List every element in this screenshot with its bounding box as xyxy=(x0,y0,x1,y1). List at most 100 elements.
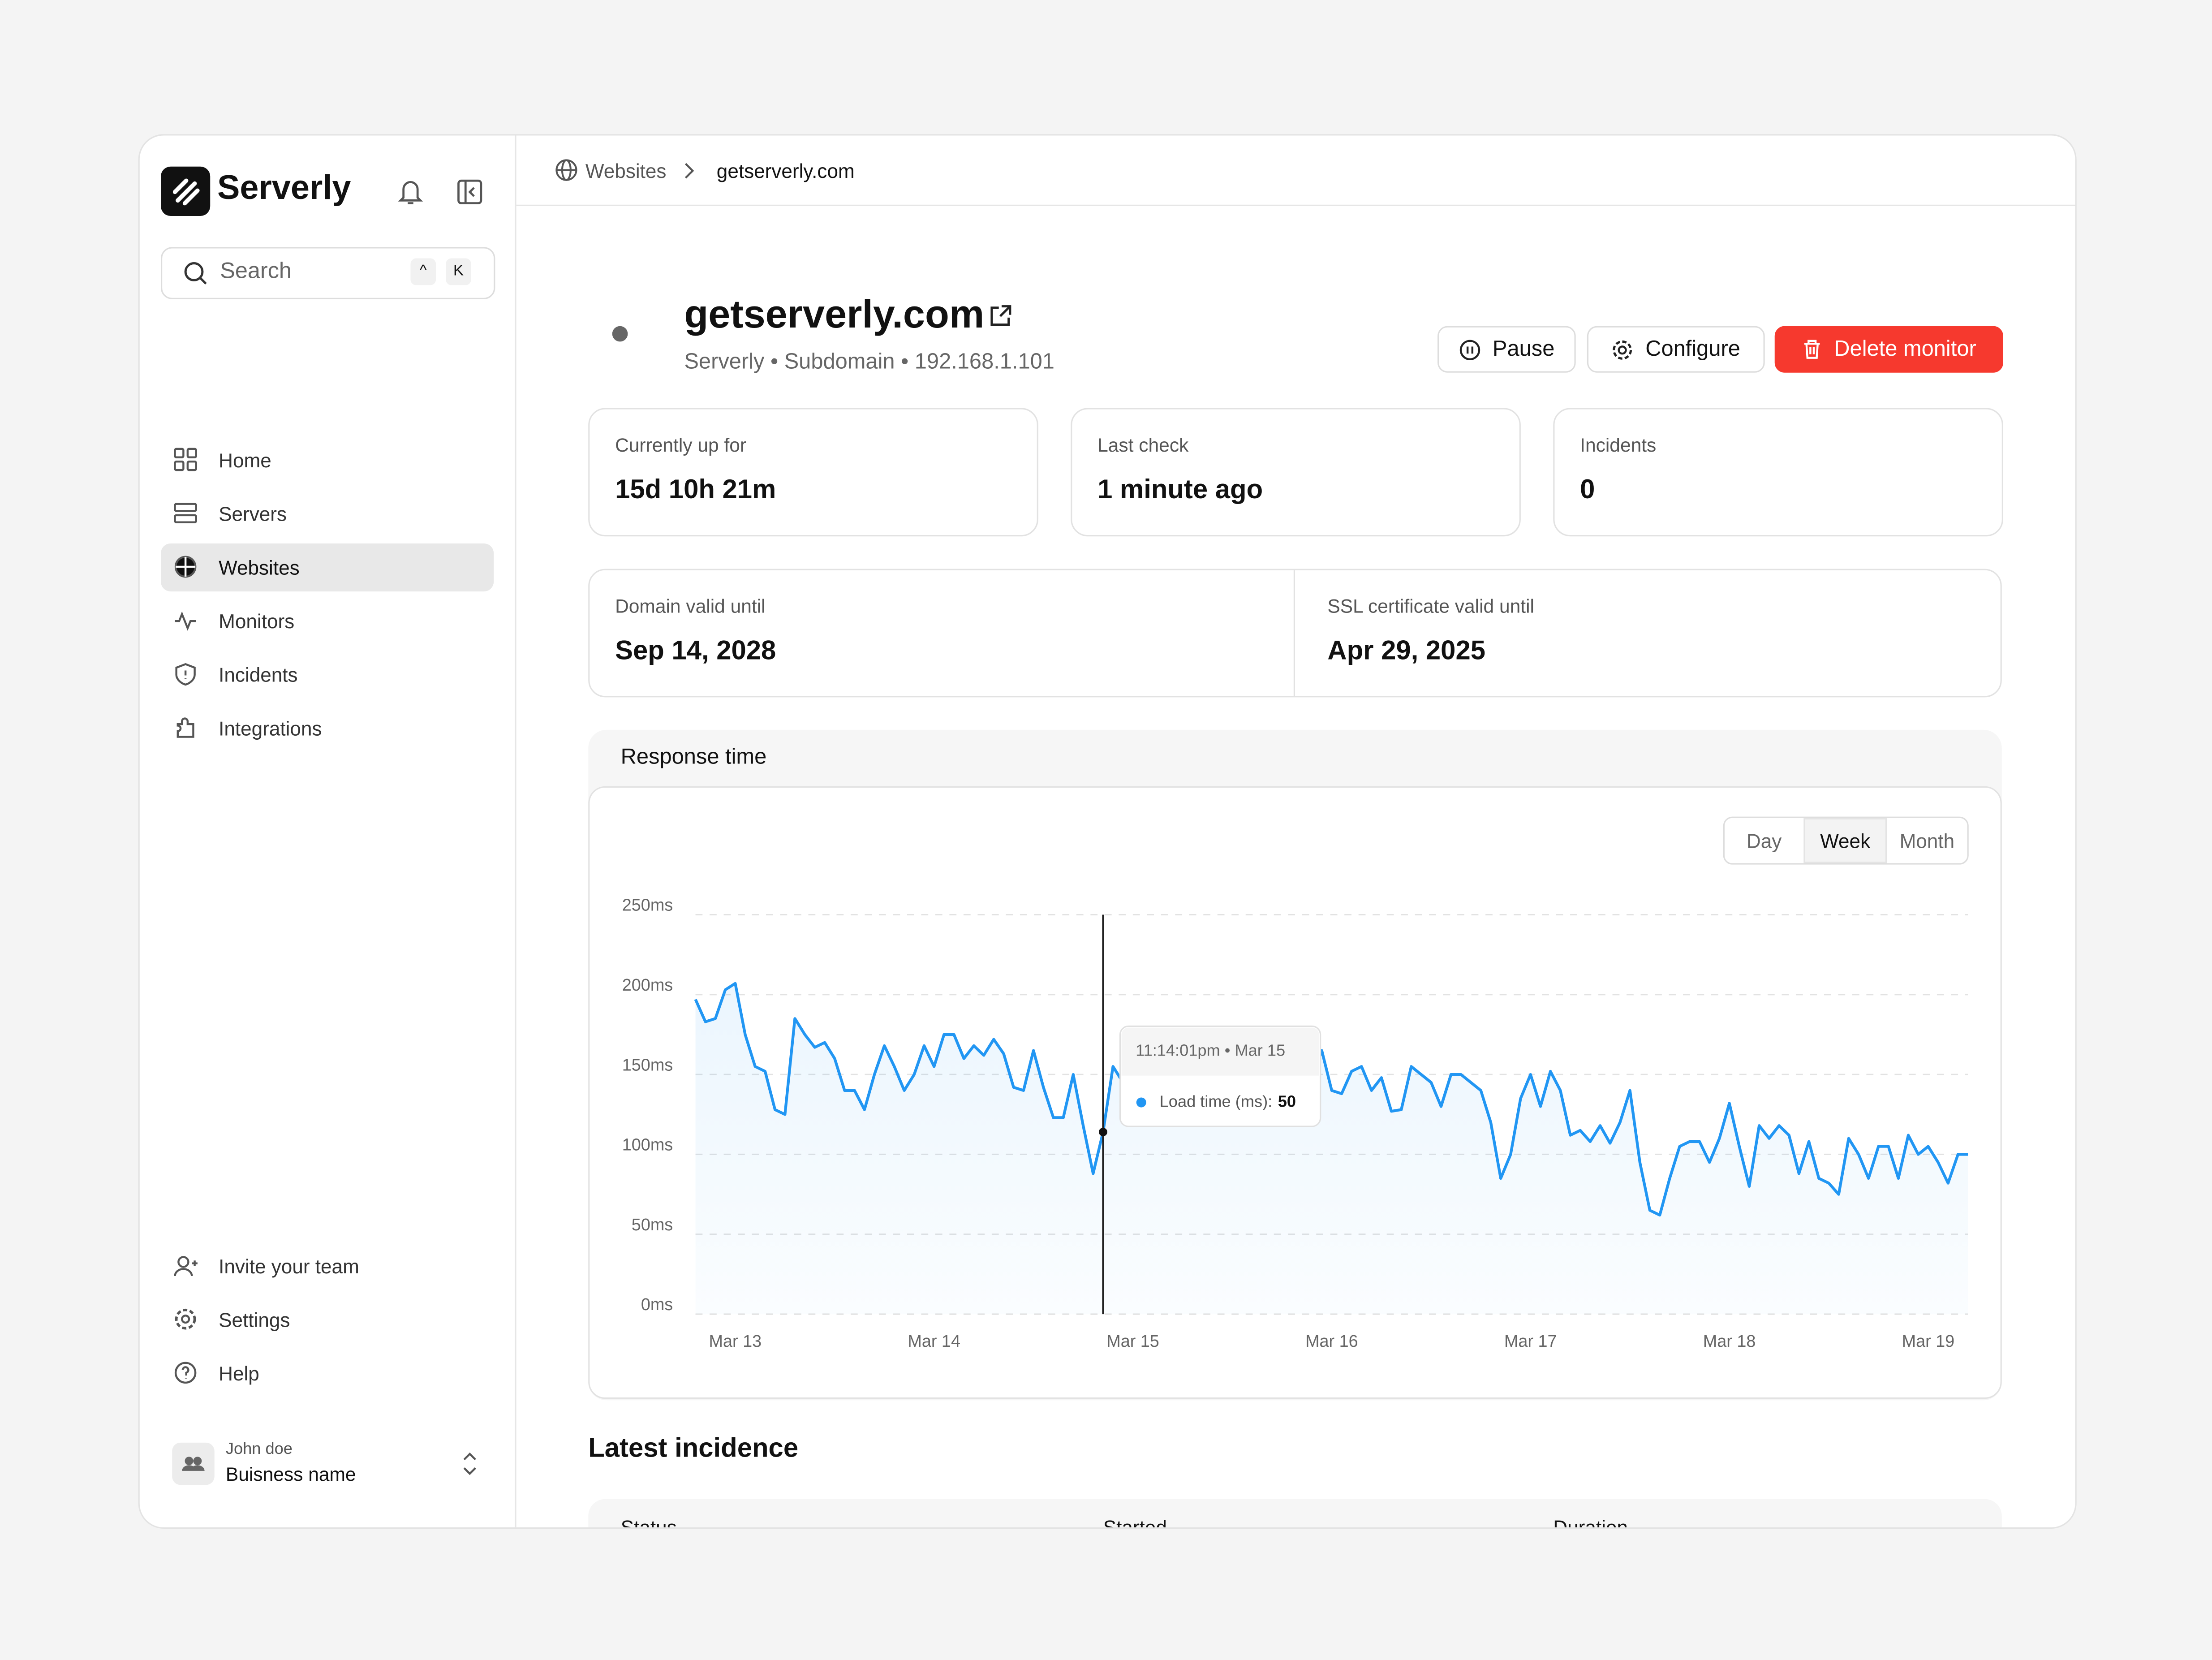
configure-button[interactable]: Configure xyxy=(1587,326,1765,373)
site-title: getserverly.com xyxy=(684,292,985,336)
chart-title: Response time xyxy=(620,745,767,770)
external-link-icon[interactable] xyxy=(989,303,1013,328)
range-option[interactable]: Day xyxy=(1747,830,1782,852)
x-tick-label: Mar 14 xyxy=(908,1332,960,1351)
tooltip-title: 11:14:01pm • Mar 15 xyxy=(1136,1041,1285,1060)
shortcut-key: ^ xyxy=(410,258,436,285)
pause-icon xyxy=(1459,339,1480,360)
avatar-icon xyxy=(182,1457,205,1471)
delete-button[interactable]: Delete monitor xyxy=(1774,326,2003,373)
nav-item[interactable]: Settings xyxy=(161,1296,494,1344)
pause-button[interactable]: Pause xyxy=(1437,326,1576,373)
nav-icon xyxy=(176,717,194,738)
x-tick-label: Mar 15 xyxy=(1106,1332,1159,1351)
nav-item[interactable]: Home xyxy=(161,436,494,484)
nav-icon xyxy=(174,556,197,578)
stat-card: Currently up for 15d 10h 21m xyxy=(588,408,1038,537)
column-header: Started xyxy=(1103,1516,1167,1529)
nav-item[interactable]: Integrations xyxy=(161,704,494,752)
sidebar: Serverly Search ^ K Home Servers Websites M… xyxy=(140,135,516,1527)
stat-label: Last check xyxy=(1097,435,1189,456)
nav-item[interactable]: Monitors xyxy=(161,597,494,645)
column-header: Duration xyxy=(1553,1516,1628,1529)
x-tick-label: Mar 16 xyxy=(1305,1332,1358,1351)
breadcrumb-item[interactable]: Websites xyxy=(585,160,667,182)
x-tick-label: Mar 19 xyxy=(1902,1332,1955,1351)
gear-icon xyxy=(1613,340,1633,359)
tooltip-label: Load time (ms): 50 xyxy=(1160,1092,1296,1110)
stat-card: Last check 1 minute ago xyxy=(1071,408,1521,537)
y-tick-label: 100ms xyxy=(622,1136,673,1155)
line xyxy=(694,982,1968,1217)
globe-icon xyxy=(555,159,577,181)
brand: Serverly xyxy=(217,169,351,208)
tooltip-label: Load time (ms): xyxy=(1160,1092,1273,1110)
nav-icon xyxy=(174,448,197,471)
nav-label: Home xyxy=(219,448,271,472)
nav-icon xyxy=(175,663,196,686)
logo xyxy=(161,166,211,216)
stat-value: 0 xyxy=(1580,475,1595,505)
nav-label: Invite your team xyxy=(219,1255,359,1278)
tooltip-value: 50 xyxy=(1278,1092,1296,1110)
nav-item[interactable]: Invite your team xyxy=(161,1242,494,1290)
x-tick-label: Mar 17 xyxy=(1504,1332,1557,1351)
stat-value: 1 minute ago xyxy=(1097,475,1263,505)
nav-icon xyxy=(174,503,197,523)
section-title: Latest incidence xyxy=(588,1434,799,1464)
stat-value: 15d 10h 21m xyxy=(615,475,776,505)
nav-item[interactable]: Servers xyxy=(161,490,494,538)
collapse-icon[interactable] xyxy=(457,179,482,205)
button-label: Configure xyxy=(1645,336,1740,361)
column-header: Status xyxy=(620,1516,677,1529)
bell-icon[interactable] xyxy=(398,178,423,206)
area xyxy=(695,983,1968,1315)
validity-label: Domain valid until xyxy=(615,595,766,617)
site-meta: Serverly • Subdomain • 192.168.1.101 xyxy=(684,350,1054,374)
nav-label: Websites xyxy=(219,556,300,579)
divider xyxy=(1293,570,1295,696)
stat-label: Currently up for xyxy=(615,435,747,456)
search-icon xyxy=(184,262,207,285)
switch-icon[interactable] xyxy=(461,1450,478,1478)
nav-item[interactable]: Websites xyxy=(161,543,494,592)
button-label: Pause xyxy=(1492,336,1555,361)
hover-point xyxy=(1099,1128,1107,1137)
nav-icon xyxy=(174,1362,197,1384)
stat-card: Incidents 0 xyxy=(1553,408,2003,537)
avatar xyxy=(172,1442,215,1485)
nav-label: Integrations xyxy=(219,717,322,740)
range-option[interactable]: Week xyxy=(1820,830,1871,852)
nav-item[interactable]: Incidents xyxy=(161,651,494,698)
validity-label: SSL certificate valid until xyxy=(1327,595,1535,617)
nav-label: Incidents xyxy=(219,663,298,686)
user-name: John doe xyxy=(225,1441,293,1458)
topbar: Websites getserverly.com xyxy=(516,135,2075,206)
validity-value: Apr 29, 2025 xyxy=(1327,636,1486,667)
search-placeholder: Search xyxy=(220,259,292,284)
nav-icon xyxy=(174,1256,198,1276)
tooltip-header xyxy=(1121,1027,1319,1076)
button-label: Delete monitor xyxy=(1834,336,1976,361)
logo-icon xyxy=(172,178,200,206)
nav-icon xyxy=(175,611,196,631)
y-tick-label: 200ms xyxy=(622,976,673,995)
y-tick-label: 150ms xyxy=(622,1056,673,1074)
table-header: Status Started Duration xyxy=(588,1499,2002,1529)
y-tick-label: 0ms xyxy=(641,1295,673,1314)
y-tick-label: 50ms xyxy=(632,1216,673,1234)
tooltip-swatch xyxy=(1136,1097,1146,1108)
nav-item[interactable]: Help xyxy=(161,1350,494,1397)
nav-icon xyxy=(175,1308,196,1330)
search-box[interactable]: Search ^ K xyxy=(161,247,495,299)
validity-card: Domain valid until Sep 14, 2028 SSL cert… xyxy=(588,569,2002,698)
shortcut-key: K xyxy=(446,258,471,285)
range-option[interactable]: Month xyxy=(1900,830,1954,852)
x-tick-label: Mar 18 xyxy=(1703,1332,1756,1351)
nav-label: Settings xyxy=(219,1308,290,1331)
trash-icon xyxy=(1804,340,1820,359)
business-name: Buisness name xyxy=(225,1464,356,1485)
